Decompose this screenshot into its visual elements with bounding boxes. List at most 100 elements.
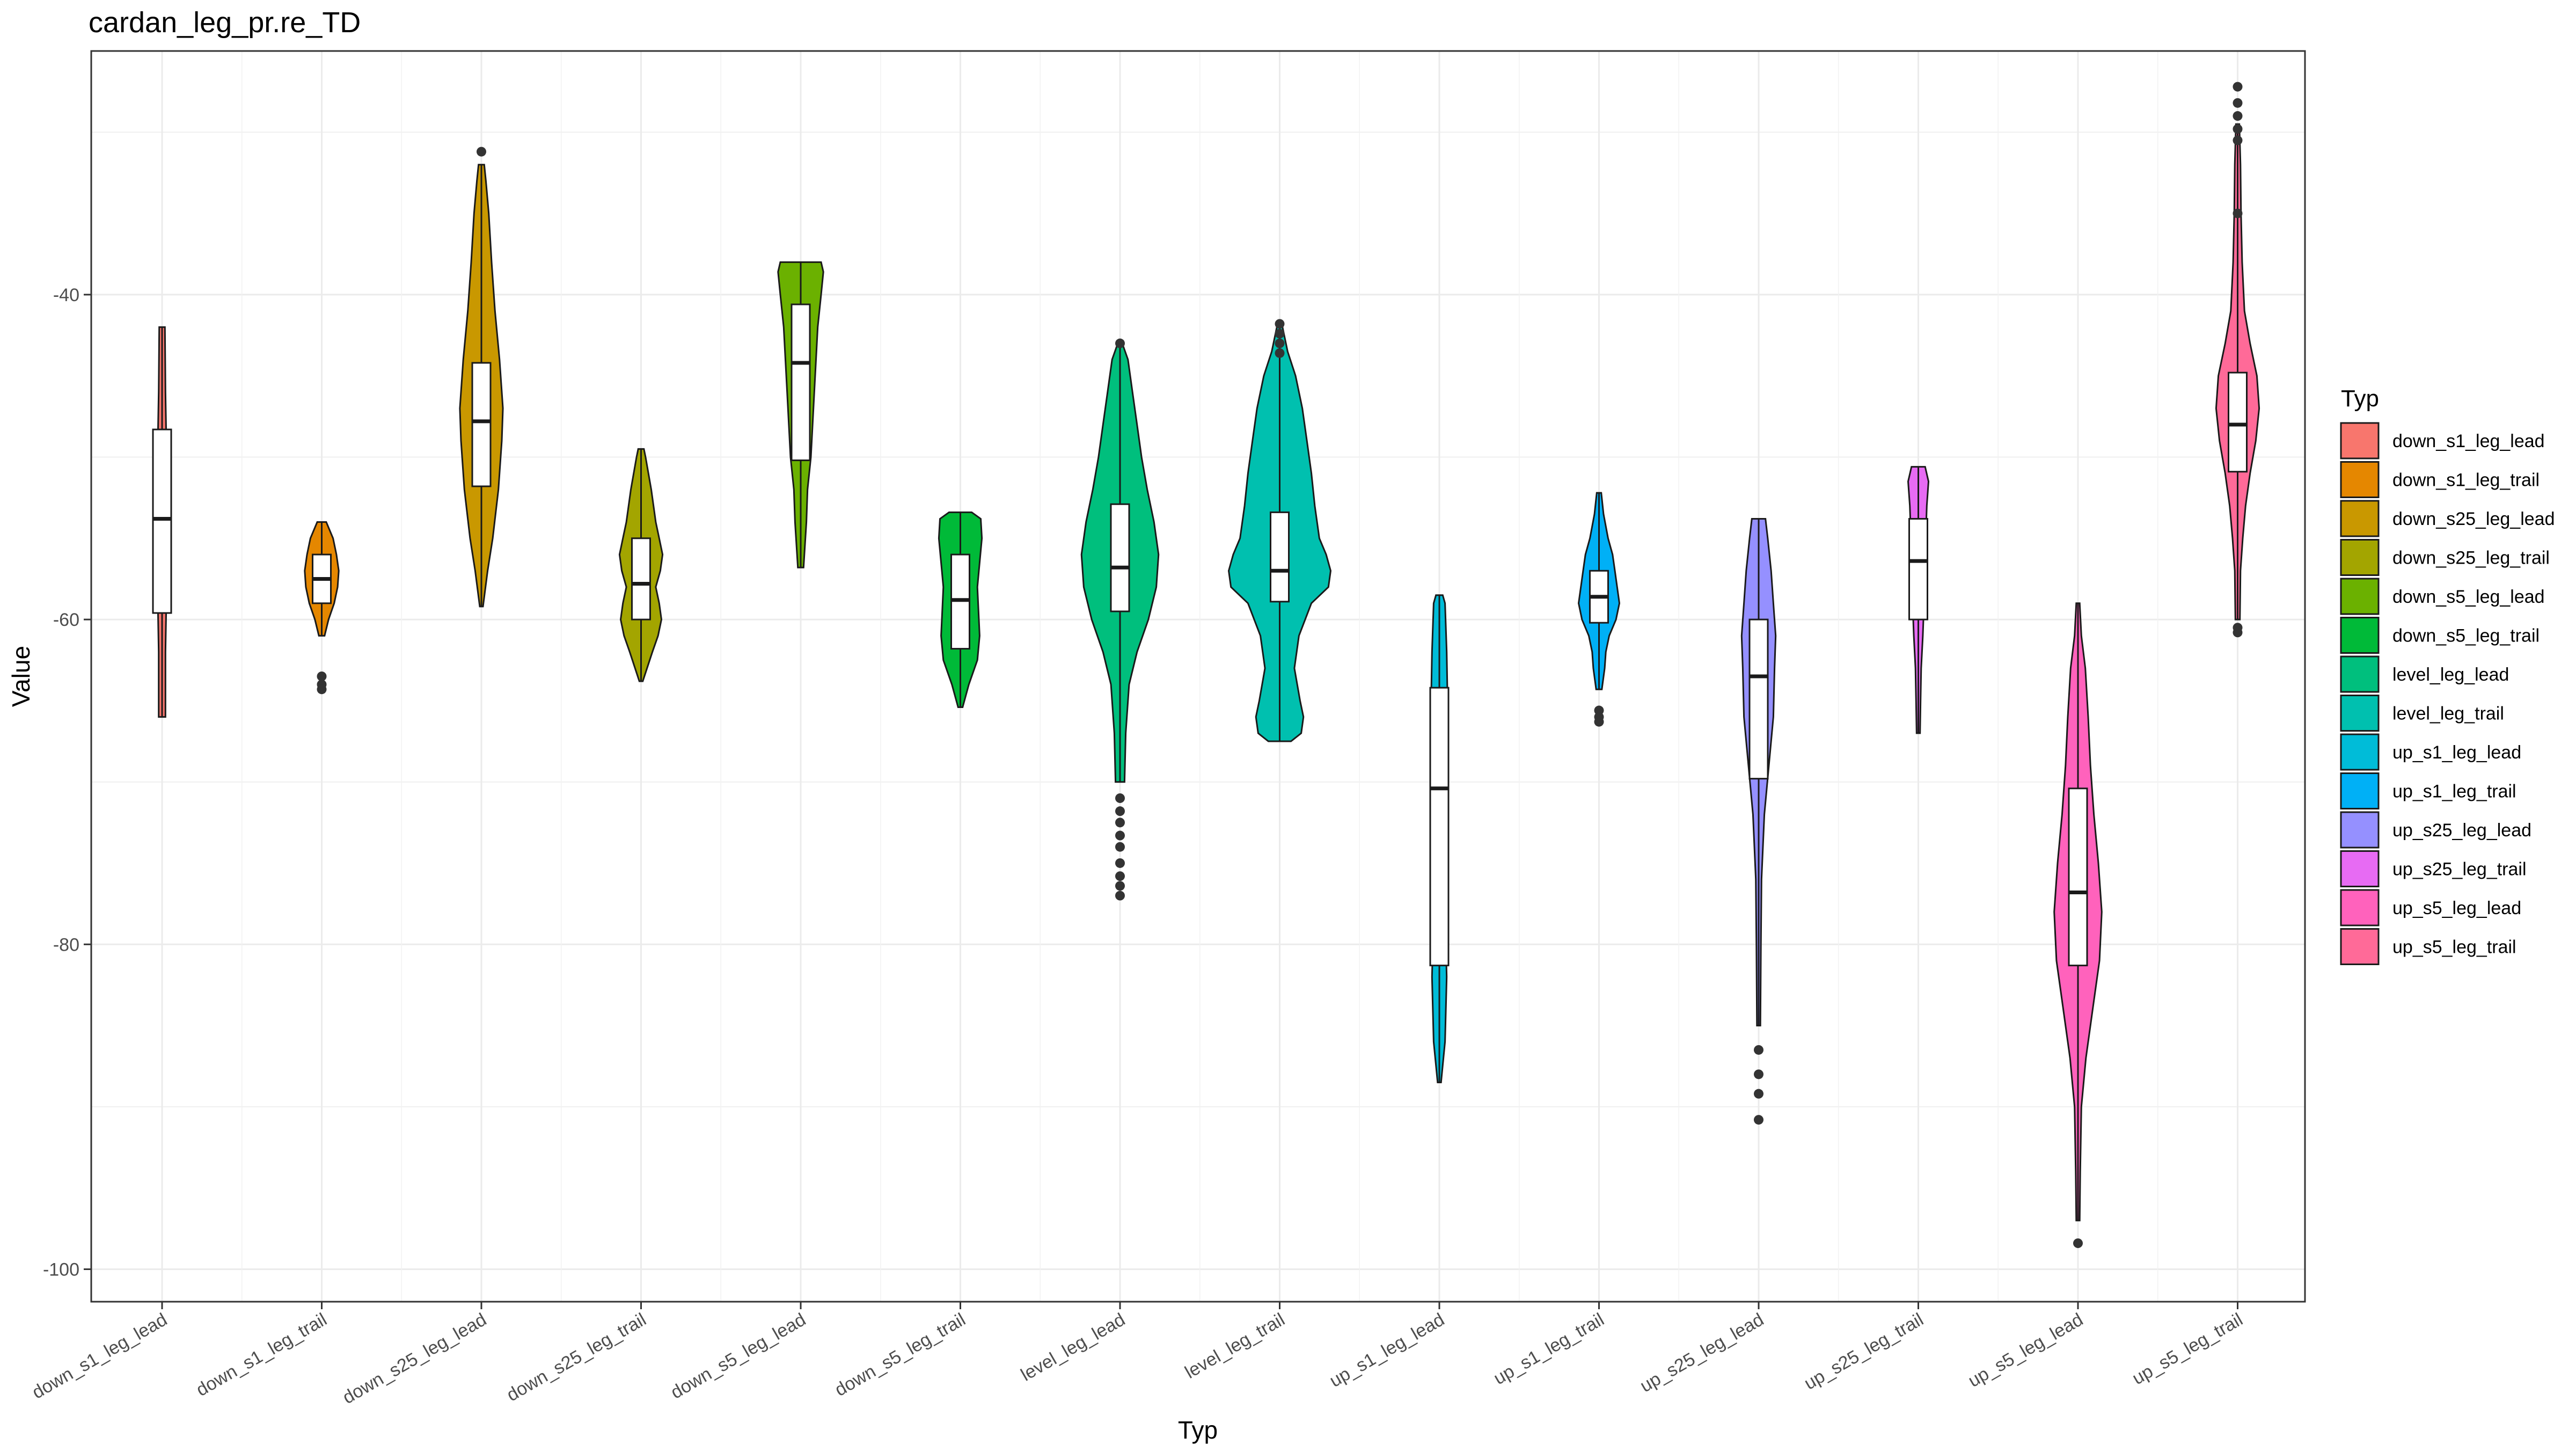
legend-label: up_s25_leg_lead (2392, 820, 2531, 841)
violin-group-up_s1_leg_trail (1577, 492, 1621, 727)
outlier-point (477, 147, 486, 157)
x-tick-label: down_s25_leg_lead (339, 1309, 490, 1408)
outlier-point (1275, 338, 1285, 348)
violin-group-up_s1_leg_lead (1429, 594, 1450, 1083)
legend-item-down_s1_leg_lead: down_s1_leg_lead (2340, 422, 2545, 459)
legend-label: up_s5_leg_lead (2392, 898, 2521, 918)
box-down_s5_leg_lead (791, 303, 811, 462)
outlier-point (2233, 135, 2243, 145)
outlier-point (317, 684, 327, 695)
outlier-point (1115, 830, 1125, 841)
x-tick-label: up_s25_leg_lead (1637, 1309, 1767, 1396)
legend-item-down_s25_leg_trail: down_s25_leg_trail (2340, 539, 2550, 576)
legend-key (2340, 500, 2380, 537)
violin-group-up_s5_leg_trail (2215, 82, 2260, 638)
x-tick-label: up_s1_leg_lead (1326, 1309, 1448, 1391)
outlier-point (1115, 818, 1125, 828)
legend-key (2340, 928, 2380, 965)
legend-key (2340, 617, 2380, 654)
y-tick-label: -100 (43, 1259, 79, 1280)
outlier-point (1275, 329, 1285, 339)
outlier-point (2073, 1238, 2083, 1249)
legend-item-down_s5_leg_trail: down_s5_leg_trail (2340, 617, 2540, 654)
x-tick-label: down_s25_leg_trail (503, 1309, 650, 1405)
legend-item-up_s25_leg_lead: up_s25_leg_lead (2340, 811, 2531, 849)
plot-background (91, 51, 2305, 1302)
outlier-point (2233, 82, 2243, 92)
legend-label: up_s5_leg_trail (2392, 937, 2516, 958)
box-level_leg_trail (1270, 511, 1290, 603)
legend-label: down_s5_leg_trail (2392, 626, 2540, 646)
outlier-point (1115, 881, 1125, 891)
legend-item-down_s5_leg_lead: down_s5_leg_lead (2340, 578, 2545, 615)
outlier-point (1115, 842, 1125, 852)
legend-label: up_s1_leg_lead (2392, 742, 2521, 763)
violin-group-down_s1_leg_lead (152, 326, 172, 718)
x-tick-label: down_s1_leg_lead (28, 1309, 171, 1403)
box-level_leg_lead (1110, 503, 1130, 612)
chart-title: cardan_leg_pr.re_TD (89, 6, 361, 39)
box-down_s1_leg_lead (152, 428, 172, 614)
outlier-point (1754, 1115, 1763, 1125)
outlier-point (1115, 338, 1125, 348)
outlier-point (1275, 319, 1285, 329)
violin-layer (152, 82, 2260, 1249)
legend-item-down_s1_leg_trail: down_s1_leg_trail (2340, 461, 2540, 498)
x-tick-label: up_s5_leg_lead (1965, 1309, 2087, 1391)
violin-group-up_s5_leg_lead (2053, 602, 2103, 1249)
outlier-point (1115, 871, 1125, 881)
outlier-point (1275, 348, 1285, 358)
violin-group-down_s25_leg_lead (459, 147, 504, 608)
outlier-point (1594, 717, 1604, 727)
legend-key (2340, 889, 2380, 926)
outlier-point (1754, 1089, 1763, 1099)
legend-label: level_leg_lead (2392, 665, 2509, 685)
outlier-point (317, 672, 327, 681)
x-tick-label: down_s5_leg_lead (667, 1309, 809, 1403)
violin-group-down_s5_leg_trail (938, 511, 983, 708)
outlier-point (2233, 208, 2243, 218)
y-tick-label: -80 (53, 935, 79, 955)
plot-border (90, 50, 2306, 1303)
violin-group-level_leg_lead (1080, 338, 1160, 901)
legend-key (2340, 539, 2380, 576)
legend-label: down_s1_leg_trail (2392, 470, 2540, 491)
legend-label: up_s25_leg_trail (2392, 859, 2527, 880)
legend-key (2340, 578, 2380, 615)
legend-item-up_s1_leg_trail: up_s1_leg_trail (2340, 772, 2516, 809)
legend-item-level_leg_trail: level_leg_trail (2340, 695, 2504, 732)
legend-label: down_s25_leg_lead (2392, 509, 2555, 529)
legend-key (2340, 422, 2380, 459)
box-up_s25_leg_trail (1908, 517, 1928, 621)
legend-key (2340, 850, 2380, 887)
outlier-point (2233, 628, 2243, 638)
outlier-point (1115, 858, 1125, 868)
legend-key (2340, 772, 2380, 809)
legend-label: down_s5_leg_lead (2392, 587, 2545, 607)
legend-key (2340, 811, 2380, 849)
x-axis-title: Typ (1178, 1416, 1218, 1444)
violin-group-down_s25_leg_trail (618, 448, 664, 682)
legend-label: down_s25_leg_trail (2392, 548, 2550, 568)
legend-label: level_leg_trail (2392, 704, 2504, 724)
box-up_s25_leg_lead (1748, 618, 1769, 780)
outlier-point (2233, 98, 2243, 108)
legend-key (2340, 733, 2380, 771)
x-tick-label: up_s25_leg_trail (1801, 1309, 1927, 1394)
box-up_s5_leg_trail (2228, 371, 2248, 473)
legend-label: up_s1_leg_trail (2392, 782, 2516, 802)
legend-label: down_s1_leg_lead (2392, 431, 2545, 451)
legend-item-level_leg_lead: level_leg_lead (2340, 655, 2509, 693)
outlier-point (1115, 891, 1125, 901)
outlier-point (1754, 1069, 1763, 1079)
legend-item-up_s25_leg_trail: up_s25_leg_trail (2340, 850, 2527, 887)
x-tick-label: level_leg_trail (1181, 1309, 1288, 1383)
violin-group-up_s25_leg_lead (1740, 518, 1777, 1125)
legend-item-up_s5_leg_trail: up_s5_leg_trail (2340, 928, 2516, 965)
legend-item-down_s25_leg_lead: down_s25_leg_lead (2340, 500, 2555, 537)
violin-group-down_s1_leg_trail (304, 521, 340, 695)
outlier-point (1115, 793, 1125, 803)
y-tick-label: -60 (53, 610, 79, 630)
x-tick-label: down_s1_leg_trail (193, 1309, 330, 1400)
